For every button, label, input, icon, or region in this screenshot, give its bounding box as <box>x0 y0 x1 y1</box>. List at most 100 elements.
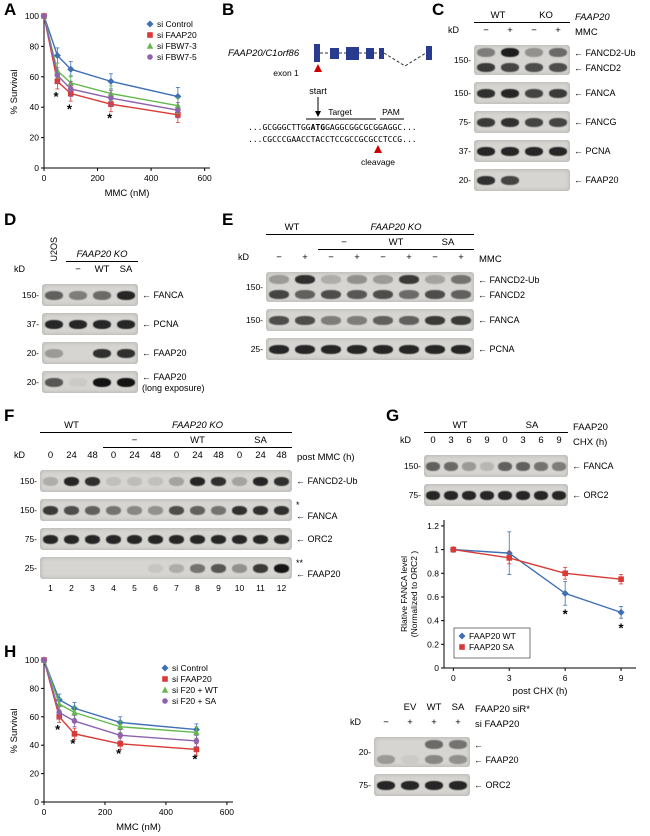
lane-group-label: 0 <box>110 450 117 461</box>
lane-group-label: + <box>431 717 437 728</box>
protein-band <box>451 275 471 284</box>
lane-group-label: WT <box>94 264 110 275</box>
kd-marker: 75- <box>458 117 471 127</box>
lane-number-row: 1 2 3 4 5 6 7 8 9 10 11 12 <box>12 583 384 593</box>
protein-band <box>399 315 419 325</box>
lane-header-row: − + − + − + − + MMC <box>236 250 560 265</box>
band-label: ← ORC2 <box>296 534 333 544</box>
significance-asterisk: * <box>192 752 198 767</box>
protein-band <box>425 275 445 284</box>
protein-band <box>210 563 227 573</box>
y-tick-label: 0 <box>34 163 39 173</box>
protein-band <box>295 344 315 354</box>
lane-header-row: − WT SA <box>236 235 560 250</box>
blot-strip <box>474 169 570 191</box>
data-marker <box>146 42 154 49</box>
protein-band <box>93 348 111 358</box>
target-label: Target <box>328 107 352 117</box>
lane-group-label: SA <box>451 702 465 713</box>
kd-marker: 20- <box>358 747 371 757</box>
protein-band <box>69 377 87 387</box>
lane-group-label: FAAP20 KO <box>66 249 138 262</box>
y-tick-label: 80 <box>30 683 40 693</box>
data-marker <box>562 570 568 577</box>
protein-band <box>425 740 443 749</box>
y-tick-label: 1 <box>434 545 439 555</box>
panel-g-fanca-level-chart: 0 3 6 9 0 0.2 0.4 0.6 0.8 1 1.2 post CHX (h) Rlative… <box>399 520 636 697</box>
protein-band <box>477 48 495 57</box>
x-tick-label: 400 <box>159 807 173 817</box>
blot-strip <box>40 499 292 521</box>
kd-marker: 150- <box>19 505 37 515</box>
legend-item-label: si Control <box>157 19 193 29</box>
blot-strip <box>42 284 138 306</box>
blot-strip-row: 37- ← PCNA <box>446 140 648 162</box>
lane-group-label: 24 <box>129 450 140 461</box>
row-suffix-label: si FAAP20 <box>475 719 520 730</box>
lane-group-label: − <box>103 435 166 448</box>
protein-band <box>525 63 543 72</box>
protein-band <box>105 505 122 515</box>
data-marker <box>459 644 465 650</box>
protein-band <box>321 290 341 299</box>
lane-group-label: 48 <box>87 450 98 461</box>
lane-group-label: + <box>455 717 461 728</box>
lane-group-label: 48 <box>150 450 161 461</box>
kd-marker: 20- <box>26 348 39 358</box>
band-label: ← PCNA <box>478 344 515 354</box>
protein-band <box>210 505 227 515</box>
band-label-group: ← FANCD2-Ub <box>296 470 358 492</box>
lane-group-label: 48 <box>213 450 224 461</box>
data-marker <box>147 32 153 38</box>
row-suffix-label: CHX (h) <box>573 437 608 448</box>
kd-unit-label: kD <box>14 264 25 274</box>
protein-band <box>63 505 80 515</box>
band-label: ← FAAP20 <box>142 348 187 358</box>
band-label-group: ← FAAP20 <box>142 342 187 364</box>
y-tick-label: 0 <box>434 663 439 673</box>
lane-number: 8 <box>195 583 200 593</box>
kd-marker: 20- <box>458 175 471 185</box>
sequence-top-strand: ...GCGGGCTTGGATGGAGGCGGCGCGGAGGC... <box>248 123 417 132</box>
x-axis-label: MMC (nM) <box>116 822 161 833</box>
lane-group-label: + <box>555 25 561 36</box>
blot-strip-row: 25- ← PCNA <box>236 338 560 360</box>
y-tick-label: 100 <box>25 11 39 21</box>
band-label: ← FAAP20 <box>142 371 187 382</box>
rotated-lane-label: U2OS <box>49 237 59 262</box>
lane-group-label: + <box>354 252 360 263</box>
protein-band <box>147 476 164 486</box>
band-label: ← FANCA <box>572 461 614 471</box>
band-label: ← ORC2 <box>474 780 511 790</box>
lane-group-label: 24 <box>66 450 77 461</box>
protein-band <box>252 505 269 515</box>
lane-number: 6 <box>153 583 158 593</box>
kd-marker: 25- <box>250 344 263 354</box>
data-marker <box>175 107 181 114</box>
lane-number: 12 <box>276 583 287 593</box>
data-marker <box>450 546 457 553</box>
protein-band <box>231 505 248 515</box>
band-label-group: ← ORC2 <box>474 774 511 796</box>
protein-band <box>449 740 467 749</box>
lane-header-row: − + + + si FAAP20 <box>348 715 550 730</box>
sequence-bottom-strand: ...CGCCCGAACCTACCTCCGCCGCGCCTCCG... <box>248 135 417 144</box>
protein-band <box>347 344 367 354</box>
lane-group-label: EV <box>403 702 417 713</box>
lane-group-label: SA <box>422 237 474 250</box>
lane-number: 4 <box>111 583 116 593</box>
blot-strip-row: 150- ← FANCA <box>12 284 222 306</box>
protein-band <box>449 780 467 790</box>
y-tick-label: 20 <box>30 133 40 143</box>
significance-asterisk: * <box>107 110 113 125</box>
lane-group-label: SA <box>119 264 133 275</box>
panel-h-survival-chart: 0 200 400 600 0 20 40 60 80 100 MMC (nM) % Survival… <box>9 655 234 833</box>
lane-group-label: WT <box>266 222 318 235</box>
protein-band <box>462 490 476 500</box>
y-tick-label: 0.8 <box>427 568 439 578</box>
blot-strip-row: 37- ← PCNA <box>12 313 222 335</box>
protein-band <box>84 476 101 486</box>
data-marker <box>67 65 75 73</box>
lane-header-row: − WT SA <box>12 262 222 277</box>
significance-asterisk: * <box>619 620 625 635</box>
